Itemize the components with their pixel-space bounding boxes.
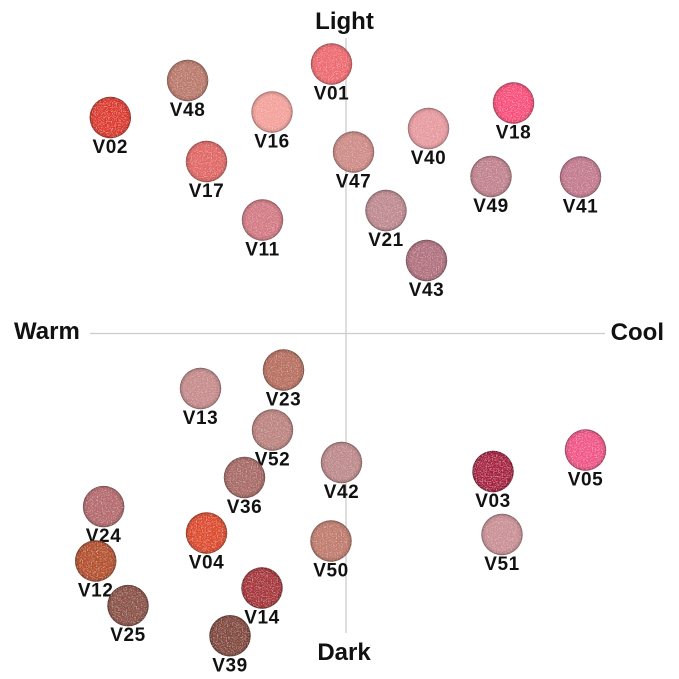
svg-text:V17: V17: [189, 181, 225, 202]
svg-text:V47: V47: [336, 172, 372, 193]
svg-text:V51: V51: [484, 554, 520, 575]
svg-text:Warm: Warm: [14, 318, 80, 345]
svg-text:V18: V18: [496, 123, 532, 144]
svg-text:V01: V01: [314, 84, 350, 105]
svg-text:Light: Light: [315, 8, 374, 35]
svg-text:V04: V04: [189, 553, 225, 574]
svg-text:V25: V25: [110, 625, 146, 646]
svg-text:V23: V23: [266, 390, 302, 411]
svg-text:V43: V43: [409, 280, 445, 301]
svg-text:V21: V21: [368, 230, 404, 251]
svg-text:Cool: Cool: [611, 319, 664, 346]
svg-text:V39: V39: [212, 655, 248, 676]
svg-text:V13: V13: [183, 408, 219, 429]
svg-text:V14: V14: [244, 608, 280, 629]
svg-text:V41: V41: [563, 197, 599, 218]
svg-text:V36: V36: [227, 497, 263, 518]
svg-text:V50: V50: [313, 561, 349, 582]
svg-text:V02: V02: [92, 137, 128, 158]
svg-text:V40: V40: [411, 148, 447, 169]
svg-text:Dark: Dark: [317, 639, 371, 666]
svg-text:V12: V12: [78, 581, 114, 602]
svg-text:V42: V42: [324, 482, 360, 503]
svg-text:V11: V11: [245, 240, 280, 261]
svg-text:V49: V49: [473, 196, 509, 217]
svg-text:V16: V16: [254, 132, 290, 153]
svg-text:V52: V52: [255, 450, 291, 471]
svg-text:V05: V05: [568, 470, 604, 491]
svg-text:V03: V03: [475, 491, 511, 512]
svg-text:V48: V48: [170, 100, 206, 121]
